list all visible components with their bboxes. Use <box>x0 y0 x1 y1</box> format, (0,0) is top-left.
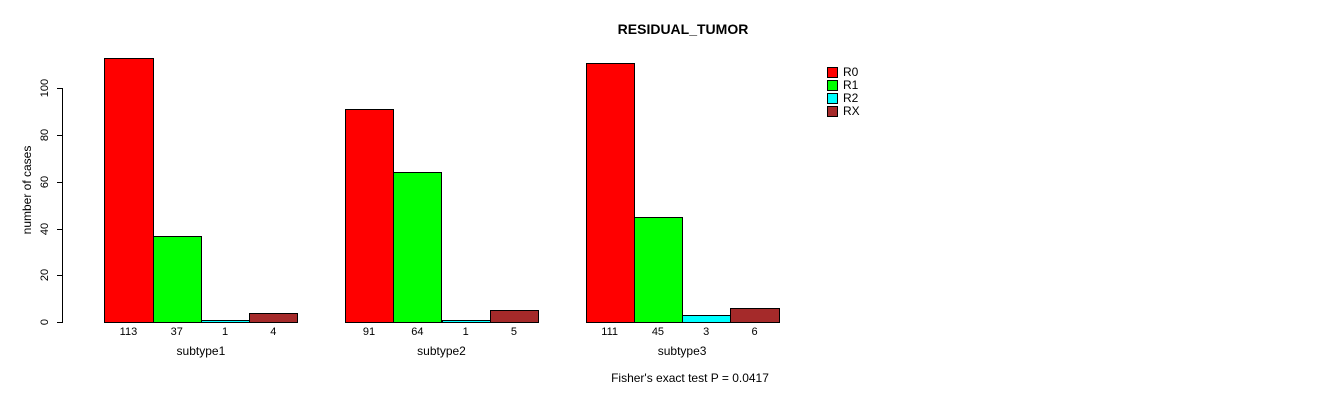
x-category-label: subtype1 <box>176 344 226 358</box>
bar-R0-subtype3 <box>585 62 635 323</box>
y-tick-label: 20 <box>39 269 51 282</box>
y-tick-label: 0 <box>39 318 51 326</box>
legend-swatch-icon <box>827 80 838 91</box>
legend-item-R1: R1 <box>827 79 860 92</box>
bar-RX-subtype2 <box>489 310 540 323</box>
y-tick-label: 100 <box>39 79 51 98</box>
bar-R1-subtype1 <box>152 235 202 323</box>
legend-item-R0: R0 <box>827 66 860 79</box>
bar-value-label: 1 <box>462 326 469 338</box>
bar-R2-subtype1 <box>200 319 251 323</box>
legend-item-label: R2 <box>843 91 859 105</box>
bar-RX-subtype1 <box>249 312 299 323</box>
bar-value-label: 4 <box>270 326 277 338</box>
bar-value-label: 37 <box>170 326 183 338</box>
y-axis-line <box>62 88 63 323</box>
legend-swatch-icon <box>827 67 838 78</box>
legend: R0 R1 R2 RX <box>827 66 860 118</box>
legend-item-R2: R2 <box>827 92 860 105</box>
bar-R1-subtype2 <box>393 172 443 323</box>
legend-item-RX: RX <box>827 105 860 118</box>
bar-value-label: 5 <box>510 326 517 338</box>
bar-R0-subtype2 <box>344 109 395 323</box>
bar-value-label: 111 <box>601 326 619 338</box>
legend-item-label: RX <box>843 104 860 118</box>
legend-swatch-icon <box>827 93 838 104</box>
bar-RX-subtype3 <box>730 307 780 323</box>
x-category-label: subtype2 <box>417 344 466 358</box>
bar-value-label: 113 <box>119 326 138 338</box>
x-category-label: subtype3 <box>657 344 707 358</box>
bar-R0-subtype1 <box>104 57 154 323</box>
legend-swatch-icon <box>827 106 838 117</box>
bar-R1-subtype3 <box>633 216 684 323</box>
bar-value-label: 45 <box>651 326 665 338</box>
legend-item-label: R0 <box>843 65 859 79</box>
annotation-text: Fisher's exact test P = 0.0417 <box>611 371 769 385</box>
y-tick <box>57 228 62 230</box>
bar-R2-subtype3 <box>682 314 732 323</box>
bar-value-label: 91 <box>362 326 376 338</box>
chart-title: RESIDUAL_TUMOR <box>617 21 749 37</box>
y-tick <box>57 135 62 137</box>
legend-item-label: R1 <box>843 78 859 92</box>
bar-value-label: 3 <box>703 326 710 338</box>
bar-value-label: 1 <box>221 326 229 338</box>
y-tick <box>57 181 62 183</box>
bar-R2-subtype2 <box>441 319 491 323</box>
bar-value-label: 6 <box>751 326 758 338</box>
y-axis-label: number of cases <box>20 145 34 235</box>
y-tick <box>57 88 62 90</box>
bar-value-label: 64 <box>411 326 424 338</box>
y-tick-label: 60 <box>39 175 51 188</box>
y-tick <box>57 275 62 277</box>
y-tick <box>57 322 62 323</box>
y-tick-label: 80 <box>39 128 51 142</box>
y-tick-label: 40 <box>39 222 51 235</box>
